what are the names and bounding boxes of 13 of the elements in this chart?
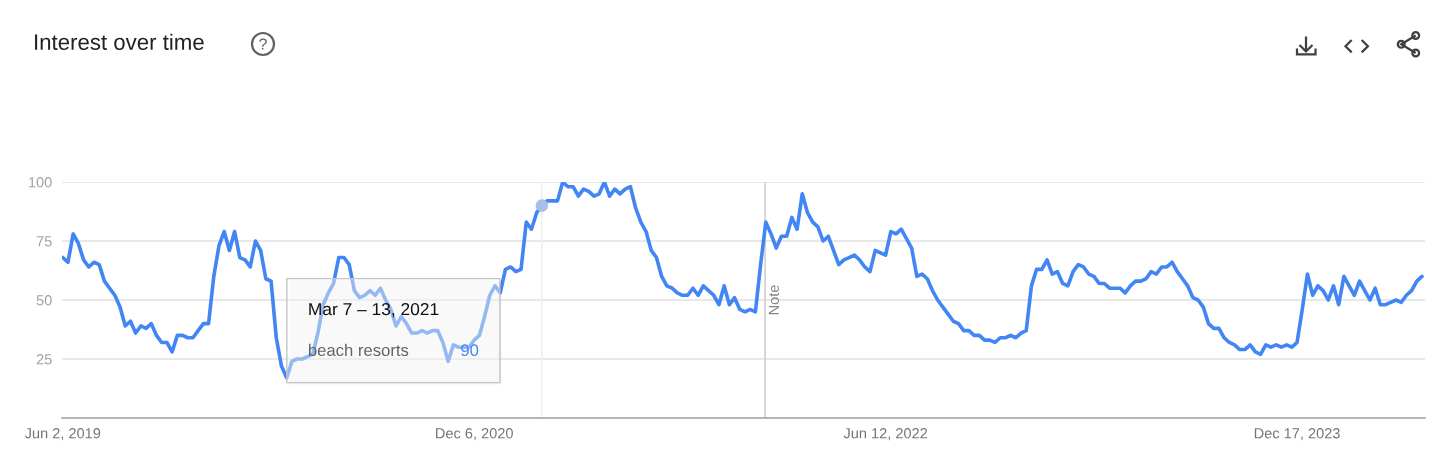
- annotation: 90: [461, 344, 479, 357]
- y-tick-label: 50: [36, 295, 52, 306]
- chart-title: Interest over time: [35, 33, 204, 50]
- y-tick-label: 25: [36, 354, 52, 365]
- ref-line-label: Note: [768, 285, 779, 315]
- x-tick-label: Dec 17, 2023: [1254, 428, 1340, 441]
- line-series: [62, 182, 1424, 380]
- x-tick-label: Dec 6, 2020: [436, 428, 513, 441]
- x-tick-label: Jun 2, 2019: [24, 428, 101, 441]
- y-tick-label: 75: [36, 236, 52, 247]
- y-tick-label: 100: [29, 177, 52, 188]
- x-tick-label: Jun 12, 2022: [843, 428, 928, 441]
- annotation: Mar 7 – 13, 2021: [309, 302, 439, 318]
